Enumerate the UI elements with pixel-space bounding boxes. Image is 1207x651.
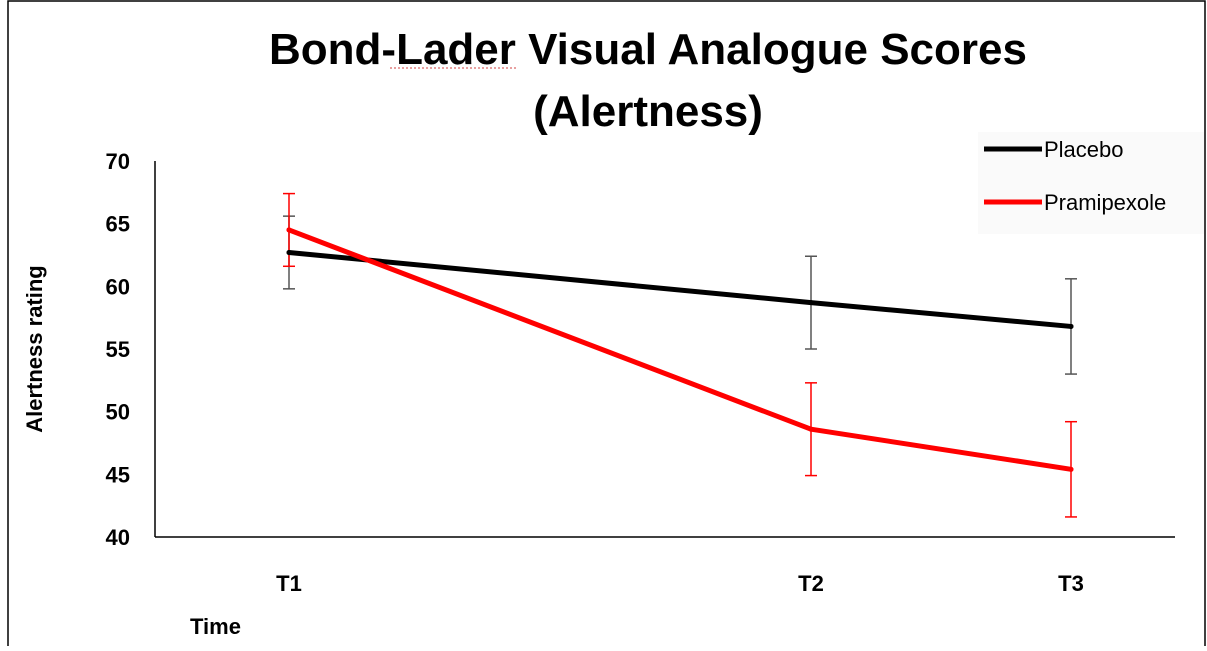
y-tick-label: 50 [106,400,130,425]
series-layer [283,192,1077,518]
y-tick-label: 65 [106,212,130,237]
data-point-pramipexole [1068,466,1074,472]
axes [154,161,1175,538]
legend-label-pramipexole: Pramipexole [1044,190,1166,215]
data-point-placebo [808,300,814,306]
y-tick-label: 70 [106,149,130,174]
y-tick-label: 60 [106,274,130,299]
x-tick-labels: T1 T2 T3 [276,571,1084,596]
error-bars-placebo [283,215,1077,375]
legend: Placebo Pramipexole [978,132,1204,234]
data-point-placebo [1068,323,1074,329]
chart-title-line1: Bond-Lader Visual Analogue Scores [269,25,1027,74]
chart-title-line2: (Alertness) [533,87,763,136]
x-tick-label: T2 [798,571,824,596]
y-axis-label: Alertness rating [22,265,47,433]
data-point-placebo [286,249,292,255]
data-point-pramipexole [286,227,292,233]
y-tick-label: 40 [106,525,130,550]
y-tick-labels: 40 45 50 55 60 65 70 [106,149,130,550]
x-tick-label: T3 [1058,571,1084,596]
data-point-pramipexole [808,426,814,432]
x-tick-label: T1 [276,571,302,596]
series-line-placebo [286,249,1074,329]
frame [7,0,1206,651]
legend-label-placebo: Placebo [1044,137,1124,162]
y-tick-label: 45 [106,462,130,487]
error-bars-pramipexole [283,192,1077,518]
x-axis-label: Time [190,614,241,639]
y-tick-label: 55 [106,337,130,362]
